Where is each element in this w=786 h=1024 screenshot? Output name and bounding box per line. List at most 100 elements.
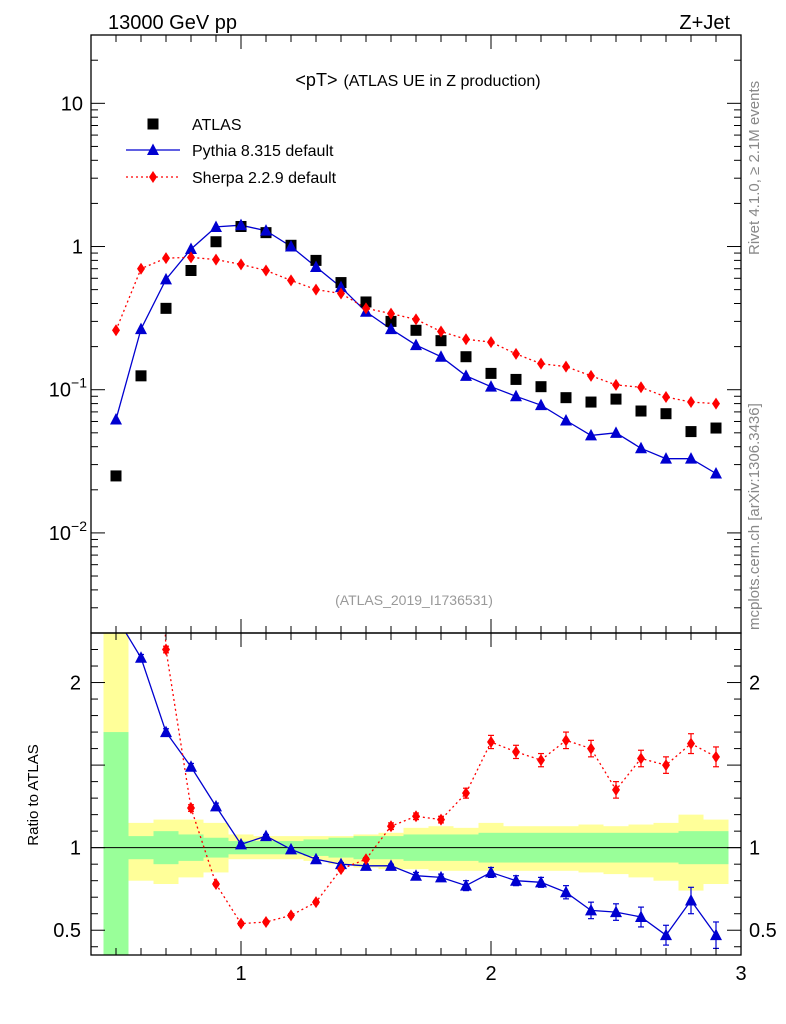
ratio-point-1 [437, 813, 445, 826]
main-point-2 [712, 397, 720, 410]
ratio-point-1 [287, 909, 295, 922]
ratio-point-1 [487, 735, 495, 748]
main-point-2 [137, 262, 145, 275]
main-point-2 [337, 287, 345, 300]
main-point-1 [710, 466, 722, 479]
data-markers [110, 218, 722, 949]
ratio-point-1 [387, 820, 395, 833]
ratio-point-0 [460, 879, 472, 891]
legend-marker [147, 143, 159, 155]
main-point-1 [510, 389, 522, 402]
ratio-point-0 [410, 869, 422, 881]
ratio-point-1 [687, 737, 695, 750]
main-point-2 [462, 333, 470, 346]
band-green-bin [103, 732, 129, 955]
main-point-1 [460, 369, 472, 381]
main-point-0 [210, 236, 222, 248]
main-point-0 [535, 381, 547, 393]
ratio-point-0 [210, 799, 222, 812]
ratio-y-tick-label-right: 2 [749, 673, 760, 695]
main-point-2 [237, 258, 245, 271]
main-point-2 [112, 324, 120, 337]
side-label-mcplots: mcplots.cern.ch [arXiv:1306.3436] [746, 403, 763, 630]
ratio-lines [125, 633, 717, 937]
ratio-line-0 [125, 633, 717, 937]
main-point-2 [512, 347, 520, 360]
main-point-2 [487, 336, 495, 349]
y-tick-label: 10 [61, 93, 83, 115]
main-point-0 [560, 392, 572, 404]
analysis-id: (ATLAS_2019_I1736531) [335, 592, 493, 608]
y-tick-label: 10−1 [49, 375, 87, 402]
ratio-point-1 [312, 896, 320, 909]
main-point-2 [212, 253, 220, 266]
main-point-1 [535, 398, 547, 411]
band-green [103, 732, 729, 955]
ratio-point-1 [537, 754, 545, 767]
y-tick-label-base: 10 [49, 523, 71, 545]
ratio-point-0 [485, 865, 497, 878]
main-point-1 [485, 380, 497, 392]
main-point-0 [185, 265, 197, 277]
ratio-point-0 [510, 874, 522, 886]
main-point-1 [260, 224, 272, 236]
ratio-point-0 [285, 842, 297, 855]
main-point-2 [387, 307, 395, 320]
main-point-1 [560, 413, 572, 426]
main-point-1 [635, 441, 647, 454]
ratio-point-1 [662, 759, 670, 772]
ratio-point-1 [412, 810, 420, 823]
header-left: 13000 GeV pp [108, 12, 237, 34]
ratio-y-tick-label: 2 [70, 673, 81, 695]
main-point-2 [637, 381, 645, 394]
plot-title-sub: (ATLAS UE in Z production) [343, 73, 540, 90]
main-point-1 [310, 260, 322, 272]
ratio-point-1 [562, 734, 570, 747]
ratio-point-0 [235, 837, 247, 850]
band-yellow [103, 633, 729, 955]
main-point-1 [210, 220, 222, 232]
ratio-point-0 [635, 910, 647, 923]
ratio-point-1 [512, 745, 520, 758]
main-point-0 [135, 370, 147, 382]
y-tick-label: 10−2 [49, 518, 87, 545]
main-point-0 [160, 302, 172, 314]
main-point-2 [587, 369, 595, 382]
ratio-point-1 [162, 643, 170, 656]
main-point-1 [335, 280, 347, 293]
main-point-0 [310, 254, 322, 266]
main-point-2 [287, 274, 295, 287]
main-point-2 [662, 390, 670, 403]
main-point-1 [110, 412, 122, 425]
main-point-0 [660, 408, 672, 420]
main-point-0 [385, 315, 397, 327]
ratio-point-1 [362, 853, 370, 866]
main-point-0 [610, 393, 622, 405]
y-tick-label: 1 [72, 237, 83, 259]
ratio-point-0 [535, 875, 547, 888]
main-point-2 [162, 252, 170, 265]
ratio-point-1 [337, 863, 345, 876]
legend-label: Pythia 8.315 default [192, 143, 334, 160]
main-point-0 [510, 373, 522, 385]
legend-marker [149, 171, 157, 183]
main-point-2 [687, 396, 695, 409]
ratio-y-tick-label: 1 [70, 838, 81, 860]
main-point-2 [312, 283, 320, 296]
main-point-0 [360, 296, 372, 308]
main-point-1 [385, 322, 397, 335]
ratio-point-0 [710, 928, 722, 941]
main-point-2 [437, 325, 445, 338]
x-tick-label: 3 [735, 963, 746, 985]
main-point-0 [685, 426, 697, 438]
plot-title-main: <pT> [295, 70, 337, 90]
series-lines [115, 224, 717, 937]
ratio-point-1 [262, 915, 270, 928]
ratio-point-0 [560, 885, 572, 898]
ratio-ylabel: Ratio to ATLAS [25, 744, 42, 845]
ratio-point-0 [185, 760, 197, 772]
main-point-1 [610, 426, 622, 438]
header-right: Z+Jet [679, 12, 730, 34]
main-point-1 [185, 242, 197, 255]
